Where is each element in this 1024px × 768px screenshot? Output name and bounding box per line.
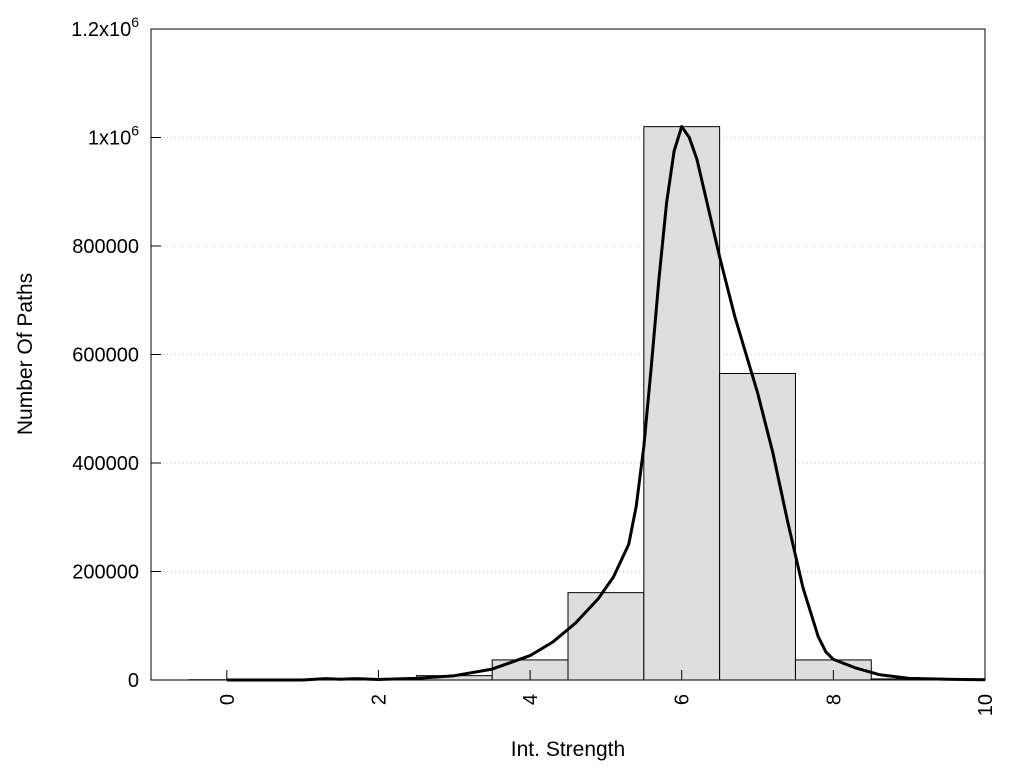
x-axis-label: Int. Strength (511, 738, 625, 761)
x-tick-label: 4 (520, 694, 542, 705)
fit-curve-line (226, 125, 986, 682)
x-tick-label: 10 (975, 694, 997, 716)
x-tick-label: 6 (672, 694, 694, 705)
y-axis-ticks: 0 200000 400000 600000 800000 1x106 1.2x106 (71, 14, 161, 692)
histogram-bars (188, 126, 948, 681)
x-tick-label: 8 (823, 694, 845, 705)
y-tick-label: 200000 (72, 562, 139, 584)
fit-curve (226, 125, 986, 682)
y-gridlines (151, 137, 985, 572)
histogram-bar (643, 126, 721, 681)
x-tick-label: 0 (217, 694, 239, 705)
y-tick-label: 600000 (72, 345, 139, 367)
y-tick-label: 1.2x106 (71, 14, 139, 41)
x-tick-label: 2 (368, 694, 390, 705)
histogram-bar (719, 372, 796, 681)
histogram-bar (567, 592, 645, 681)
y-tick-label: 1x106 (88, 123, 139, 150)
y-tick-label: 0 (128, 670, 139, 692)
y-tick-label: 800000 (72, 236, 139, 258)
y-tick-label: 400000 (72, 453, 139, 475)
x-axis-ticks: 0 2 4 6 8 10 (217, 670, 997, 716)
y-axis-label: Number Of Paths (14, 273, 37, 435)
